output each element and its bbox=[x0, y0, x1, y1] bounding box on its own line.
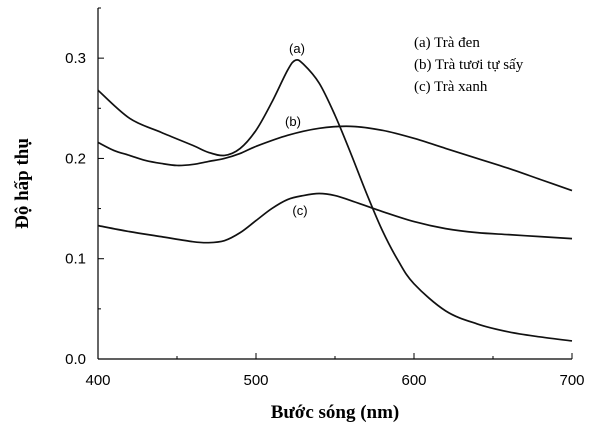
x-tick-label: 500 bbox=[243, 372, 268, 389]
x-tick-label: 400 bbox=[85, 372, 110, 389]
y-tick-label: 0.3 bbox=[65, 50, 86, 67]
y-tick-label: 0.0 bbox=[65, 351, 86, 368]
series-b-line bbox=[97, 125, 573, 192]
x-axis-title: Bước sóng (nm) bbox=[271, 402, 400, 423]
curve-labels: (a) (b) (c) bbox=[285, 41, 308, 218]
curve-label-b: (b) bbox=[285, 114, 301, 129]
y-tick-label: 0.1 bbox=[65, 251, 86, 268]
legend: (a) Trà đen (b) Trà tươi tự sấy (c) Trà xa… bbox=[414, 35, 524, 95]
x-tick-label: 700 bbox=[559, 372, 584, 389]
y-tick-label: 0.2 bbox=[65, 150, 86, 167]
x-tick-label: 600 bbox=[401, 372, 426, 389]
y-axis-title: Độ hấp thụ bbox=[12, 138, 33, 229]
x-ticks: 400 500 600 700 bbox=[85, 353, 585, 389]
legend-entry-c: (c) Trà xanh bbox=[414, 79, 488, 95]
legend-entry-a: (a) Trà đen bbox=[414, 35, 480, 51]
series-lines bbox=[97, 58, 573, 342]
legend-entry-b: (b) Trà tươi tự sấy bbox=[414, 57, 524, 73]
curve-label-c: (c) bbox=[292, 203, 307, 218]
series-a-line bbox=[97, 58, 573, 342]
series-c-line bbox=[97, 192, 573, 244]
y-ticks: 0.0 0.1 0.2 0.3 bbox=[65, 7, 104, 368]
curve-label-a: (a) bbox=[289, 41, 305, 56]
